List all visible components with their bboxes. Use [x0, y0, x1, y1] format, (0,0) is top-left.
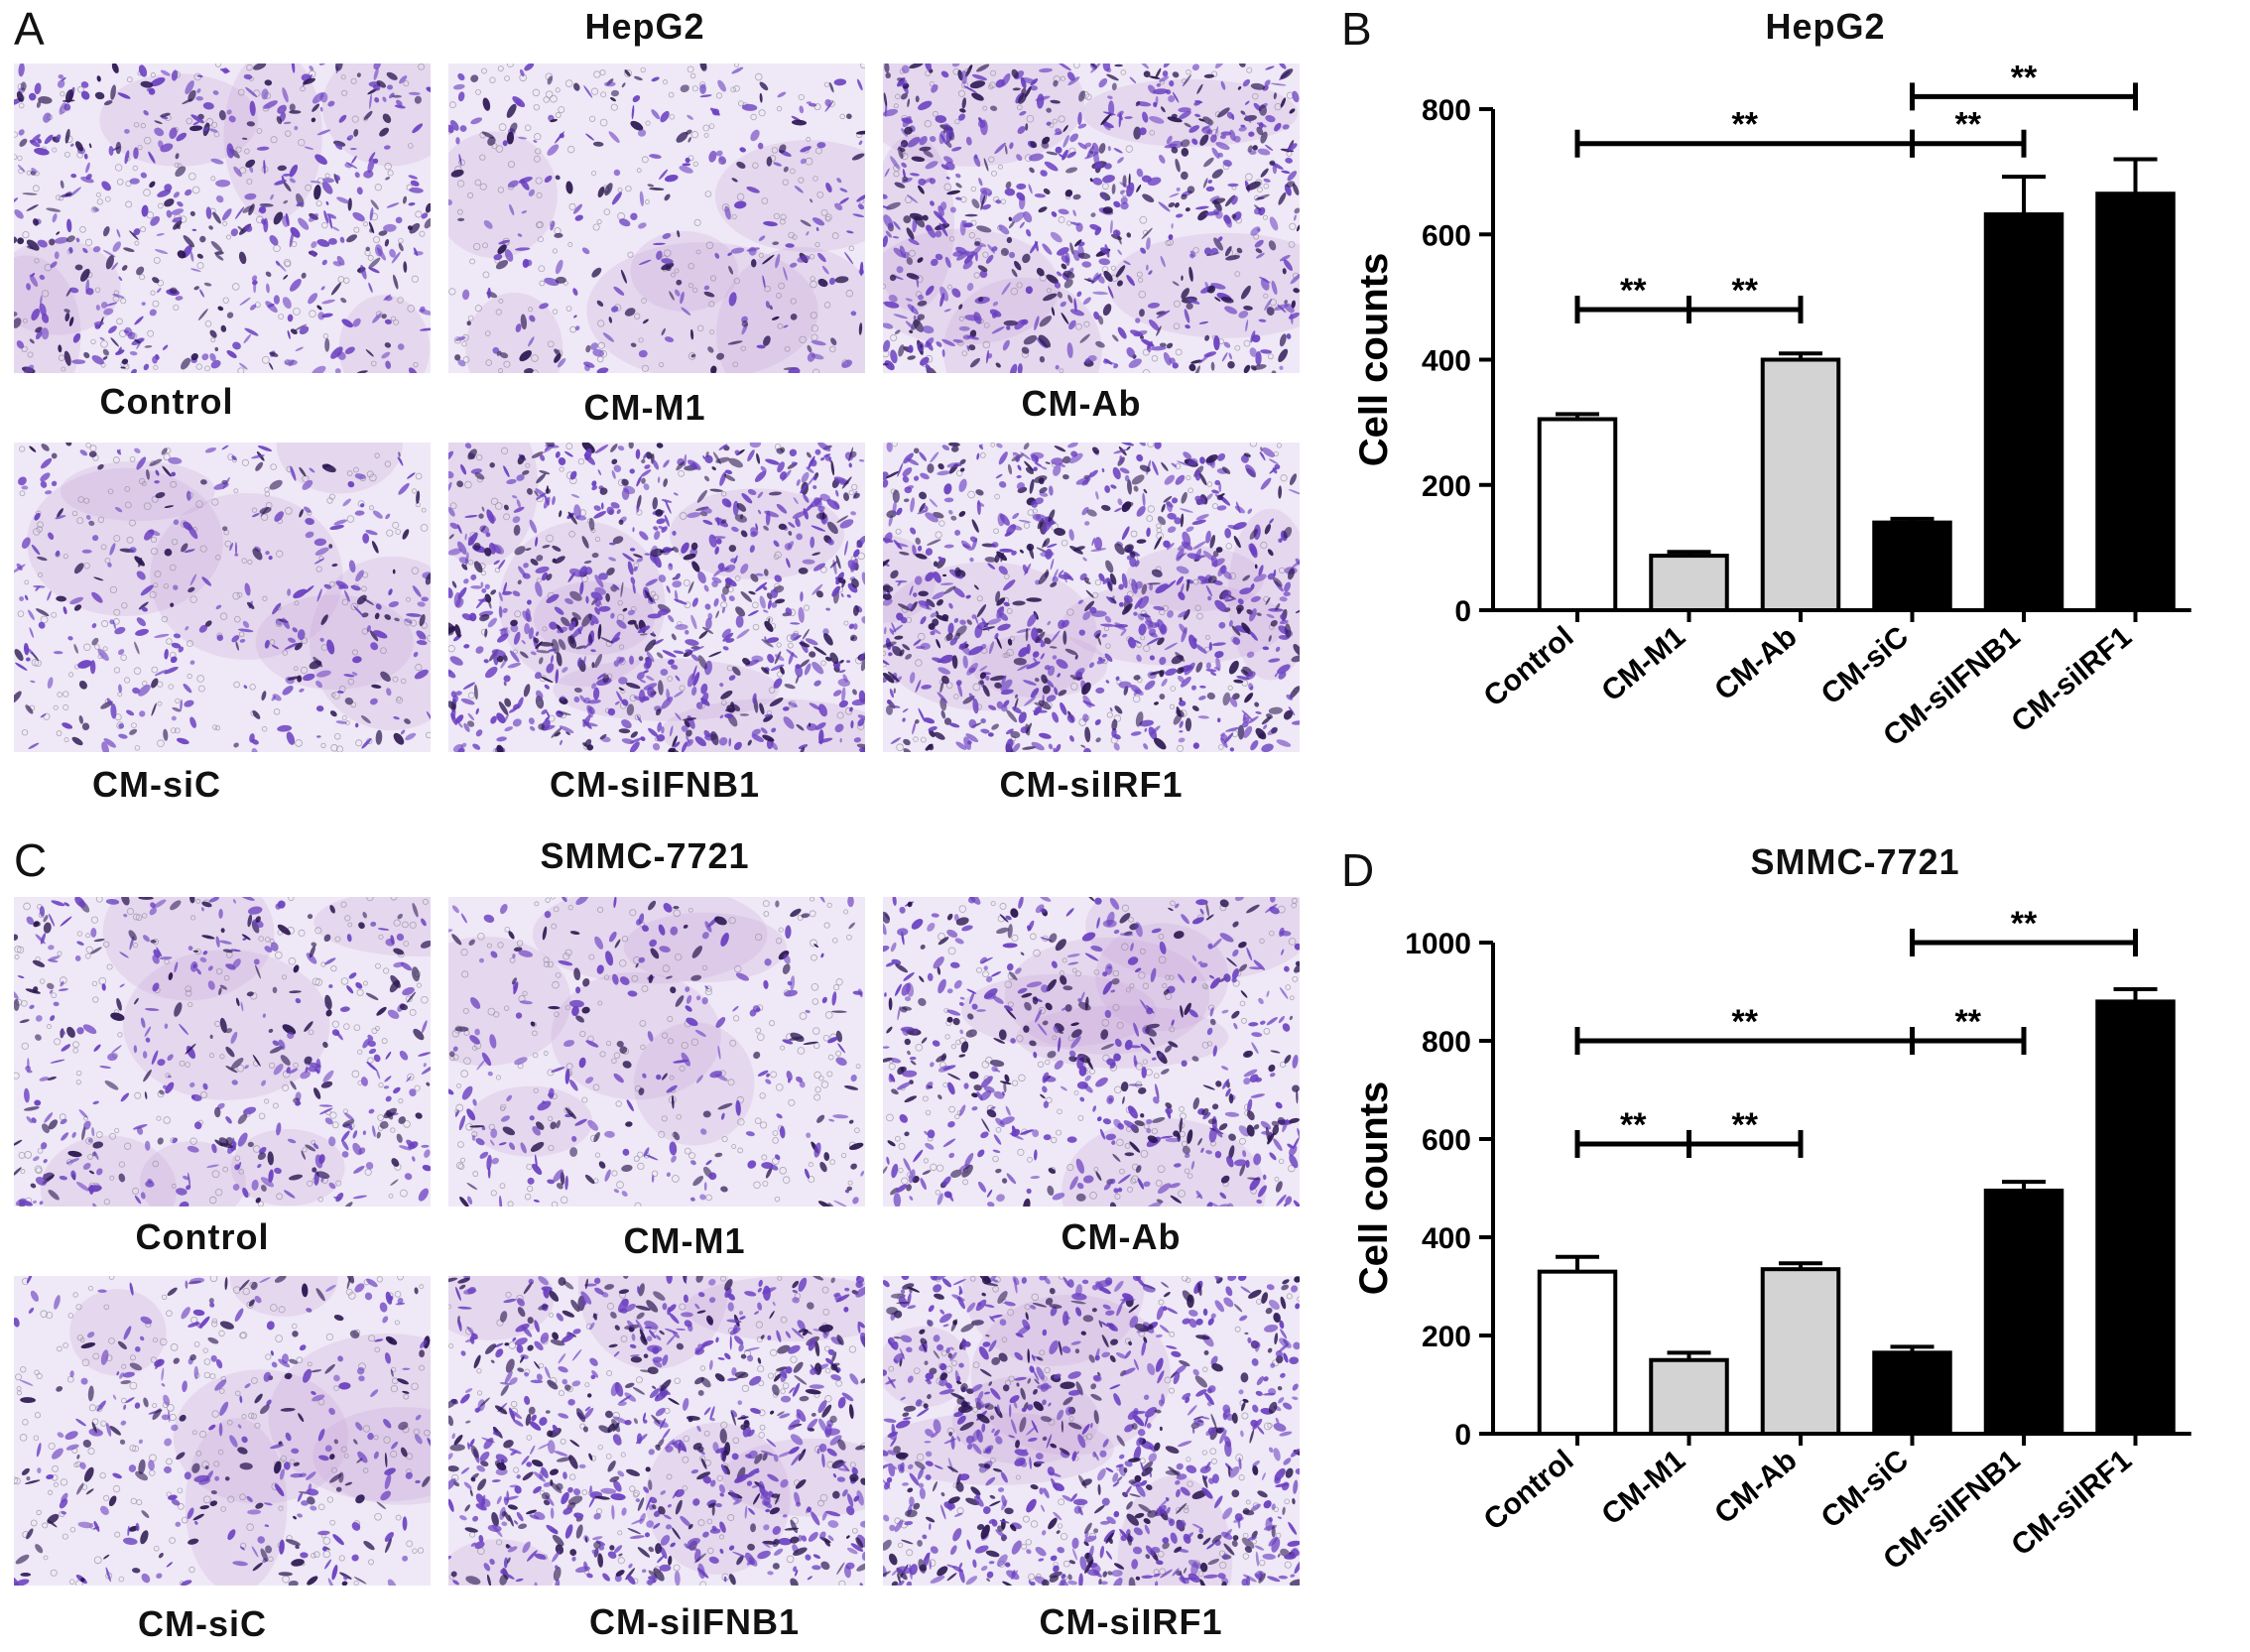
significance-label: **	[1620, 272, 1647, 310]
y-tick-label: 200	[1422, 470, 1471, 503]
bar	[1760, 357, 1841, 612]
x-tick-label: CM-M1	[1595, 1444, 1691, 1531]
significance-label: **	[1955, 1003, 1982, 1041]
micrograph-label: CM-siIRF1	[1039, 1601, 1223, 1642]
micrograph-label: CM-M1	[623, 1220, 746, 1261]
micrograph-label: CM-Ab	[1061, 1216, 1182, 1257]
x-tick-label: CM-siIRF1	[2005, 1444, 2138, 1563]
x-tick-label: CM-M1	[1595, 620, 1691, 707]
y-axis-label: Cell counts	[1352, 253, 1396, 467]
y-tick-label: 600	[1422, 219, 1471, 252]
bar	[1760, 1267, 1841, 1436]
y-tick-label: 1000	[1405, 928, 1471, 960]
panel-c-title: SMMC-7721	[540, 835, 750, 876]
x-tick-label: CM-siC	[1815, 620, 1915, 711]
panel-a-title: HepG2	[584, 6, 705, 47]
micrograph-label: CM-M1	[583, 387, 706, 428]
bar	[2095, 191, 2176, 612]
micrograph-smmc-cm-ab	[883, 897, 1300, 1207]
x-tick-label: Control	[1478, 1444, 1580, 1537]
x-tick-label: CM-siIRF1	[2005, 620, 2138, 739]
significance-label: **	[1732, 1003, 1759, 1041]
x-tick-label: Control	[1478, 620, 1580, 713]
micrograph-hepg2-cm-siirf1	[883, 443, 1300, 752]
y-tick-label: 800	[1422, 94, 1471, 127]
micrograph-hepg2-cm-m1	[448, 64, 865, 373]
y-tick-label: 200	[1422, 1321, 1471, 1353]
micrograph-label: CM-siIRF1	[999, 764, 1184, 805]
significance-label: **	[1620, 1106, 1647, 1144]
panel-letter-c: C	[14, 834, 48, 886]
bar	[1872, 1350, 1952, 1437]
micrograph-hepg2-control	[14, 64, 431, 373]
micrograph-smmc-cm-siirf1	[883, 1276, 1300, 1586]
y-tick-label: 0	[1454, 1419, 1471, 1452]
y-axis-label: Cell counts	[1352, 1081, 1396, 1296]
bar	[1983, 1188, 2064, 1436]
micrograph-smmc-control	[14, 897, 431, 1207]
significance-label: **	[1732, 106, 1759, 144]
x-tick-label: CM-Ab	[1708, 620, 1803, 706]
bar	[1537, 417, 1618, 612]
bar-chart-hepg2: 0 200 400 600 800 Cell counts Control CM-M1 CM-A…	[1352, 59, 2191, 753]
micrograph-smmc-cm-sic	[14, 1276, 431, 1586]
panel-letter-b: B	[1341, 3, 1372, 55]
micrograph-label: CM-siIFNB1	[549, 764, 760, 805]
micrograph-label: CM-siIFNB1	[588, 1601, 800, 1642]
y-tick-label: 800	[1422, 1026, 1471, 1059]
significance-label: **	[1955, 106, 1982, 144]
bar-chart-smmc-7721: 0 200 400 600 800 1000 Cell counts Control CM-M1…	[1352, 905, 2191, 1577]
bar	[1983, 212, 2064, 613]
micrograph-label: Control	[135, 1216, 270, 1257]
x-tick-label: CM-Ab	[1708, 1444, 1803, 1530]
panel-letter-a: A	[14, 3, 45, 55]
micrograph-hepg2-cm-sic	[14, 443, 431, 752]
micrograph-label: CM-Ab	[1021, 383, 1142, 424]
panel-b-title: HepG2	[1765, 6, 1886, 47]
bar	[1872, 520, 1952, 612]
panel-letter-d: D	[1341, 844, 1375, 896]
y-tick-label: 0	[1454, 595, 1471, 628]
bar	[1649, 1357, 1729, 1436]
bar	[2095, 999, 2176, 1437]
micrograph-label: CM-siC	[138, 1603, 267, 1644]
micrograph-smmc-cm-m1	[448, 897, 865, 1207]
micrograph-smmc-cm-siifnb1	[448, 1276, 865, 1586]
significance-label: **	[1732, 1106, 1759, 1144]
x-tick-label: CM-siC	[1815, 1444, 1915, 1535]
bar	[1537, 1269, 1618, 1436]
y-tick-label: 400	[1422, 345, 1471, 378]
micrograph-hepg2-cm-ab	[883, 64, 1300, 373]
micrograph-hepg2-cm-siifnb1	[448, 443, 865, 752]
micrograph-label: CM-siC	[92, 764, 221, 805]
significance-label: **	[2011, 905, 2038, 943]
significance-label: **	[1732, 272, 1759, 310]
significance-label: **	[2011, 59, 2038, 96]
bar	[1649, 554, 1729, 612]
y-tick-label: 400	[1422, 1222, 1471, 1255]
panel-d-title: SMMC-7721	[1750, 841, 1960, 882]
y-tick-label: 600	[1422, 1124, 1471, 1157]
micrograph-label: Control	[99, 381, 234, 422]
